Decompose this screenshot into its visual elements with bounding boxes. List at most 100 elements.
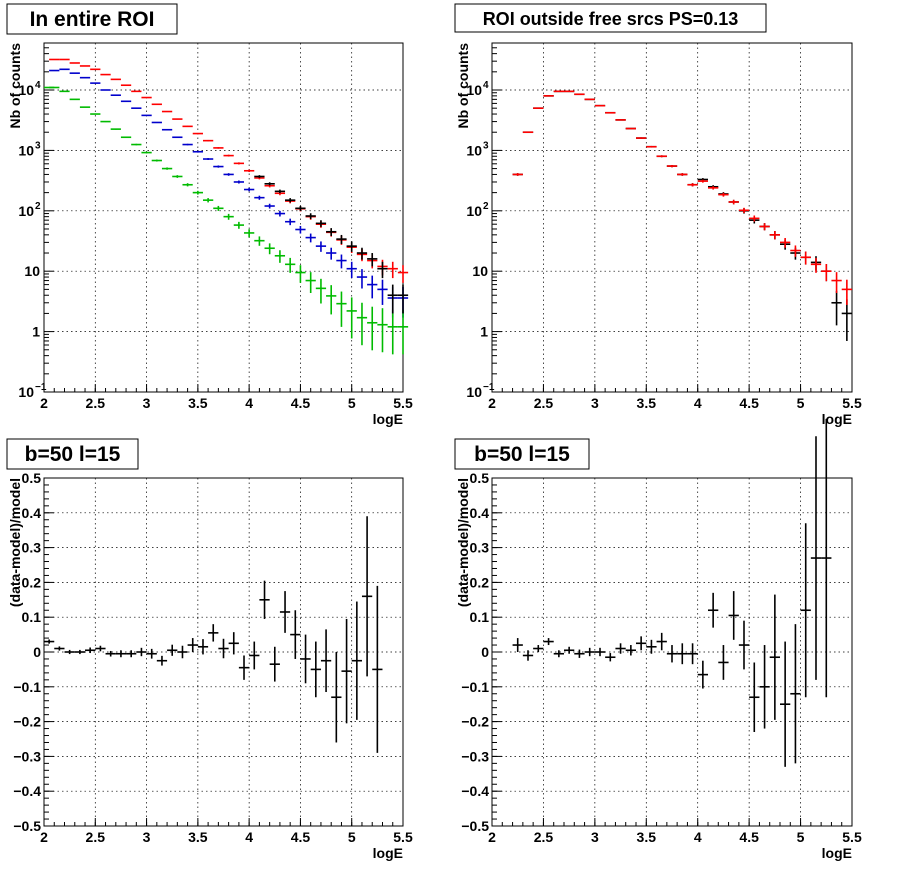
data-point: [326, 247, 337, 260]
data-point: [543, 95, 554, 97]
data-point: [161, 167, 173, 170]
data-point: [728, 591, 739, 640]
data-point: [305, 233, 316, 243]
chart-title: b=50 l=15: [25, 443, 121, 466]
y-axis-title: Nb of counts: [7, 43, 23, 129]
y-tick-label: −0.1: [461, 679, 489, 695]
series-blue: [49, 68, 409, 318]
y-tick-label: 10: [18, 203, 34, 219]
x-tick-label: 4: [245, 829, 253, 845]
data-point: [146, 648, 157, 659]
data-point: [346, 241, 357, 252]
chart-panel-3: 2 2.5 3 3.5 4 4.5 5 5.5 −0.5 −0.4 −0.3 −0.2 −0.1 0 0.1…: [6, 438, 413, 861]
data-point: [177, 645, 188, 659]
x-axis-title: logE: [822, 411, 852, 427]
data-point: [397, 309, 409, 355]
data-point: [522, 650, 534, 661]
data-point: [687, 643, 698, 665]
data-point: [790, 245, 801, 257]
data-point: [336, 254, 347, 269]
data-point: [274, 210, 286, 217]
chart-title: b=50 l=15: [474, 443, 570, 466]
data-point: [244, 187, 255, 192]
x-tick-label: 4: [694, 395, 702, 411]
data-point: [356, 247, 368, 260]
data-point: [387, 261, 398, 279]
data-point: [800, 251, 811, 265]
data-point: [564, 646, 575, 654]
data-point: [397, 265, 409, 283]
y-tick-label: 0.2: [470, 574, 490, 590]
y-tick-label: 0.5: [470, 470, 490, 486]
data-point: [254, 236, 265, 246]
data-point: [687, 183, 698, 187]
x-tick-label: 5.5: [393, 829, 413, 845]
data-point: [192, 190, 203, 195]
data-point: [202, 158, 214, 161]
series-black: [254, 175, 409, 314]
data-point: [336, 234, 347, 245]
series-red: [512, 90, 852, 305]
x-axis-title: logE: [373, 845, 403, 861]
y-tick-label: 10: [18, 82, 34, 98]
x-tick-label: 5.5: [842, 395, 862, 411]
data-point: [605, 111, 616, 114]
chart-title: ROI outside free srcs PS=0.13: [483, 9, 739, 29]
data-point: [172, 136, 183, 139]
chart-title-box: In entire ROI: [6, 3, 178, 35]
data-point: [100, 89, 111, 91]
data-point: [274, 189, 286, 194]
series-green: [44, 86, 409, 355]
data-point: [59, 90, 70, 93]
data-point: [192, 132, 203, 135]
x-tick-label: 2.5: [86, 829, 106, 845]
data-point: [79, 106, 91, 108]
data-point: [295, 205, 306, 211]
data-point: [264, 203, 275, 209]
x-tick-label: 5.5: [842, 829, 862, 845]
chart-title-box: ROI outside free srcs PS=0.13: [454, 3, 767, 33]
data-point: [387, 284, 398, 314]
data-point: [574, 649, 585, 658]
x-tick-label: 3: [591, 829, 599, 845]
y-tick-label: 0.4: [470, 505, 490, 521]
data-point: [738, 207, 750, 214]
data-point: [172, 118, 183, 120]
data-point: [254, 195, 265, 200]
x-tick-label: 2.5: [86, 395, 106, 411]
data-point: [810, 436, 822, 680]
x-tick-label: 3: [591, 395, 599, 411]
data-point: [64, 649, 75, 655]
data-point: [187, 638, 198, 652]
data-point: [320, 629, 332, 693]
data-point: [182, 143, 193, 146]
x-tick-label: 2: [40, 395, 48, 411]
x-tick-label: 5: [797, 395, 805, 411]
data-point: [233, 162, 245, 165]
data-point: [718, 192, 729, 197]
data-point: [377, 308, 388, 353]
data-point: [213, 147, 224, 149]
data-point: [197, 639, 209, 655]
data-point: [295, 226, 306, 234]
data-point: [172, 175, 183, 178]
y-axis-title: Nb of counts: [455, 43, 471, 129]
data-point: [290, 610, 301, 659]
data-point: [69, 98, 80, 101]
y-tick-label: 10: [466, 203, 482, 219]
data-point: [285, 218, 296, 226]
data-point: [74, 649, 86, 655]
data-point: [141, 96, 152, 99]
y-tick-label: −0.2: [461, 714, 489, 730]
data-point: [182, 183, 193, 187]
chart-title: In entire ROI: [30, 8, 155, 31]
data-point: [233, 221, 245, 229]
data-point: [646, 639, 657, 654]
data-point: [356, 269, 368, 289]
data-point: [367, 306, 378, 351]
data-point: [387, 309, 398, 355]
data-point: [100, 120, 111, 123]
data-point: [285, 257, 296, 273]
y-tick-label: 10: [466, 82, 482, 98]
data-point: [800, 523, 811, 698]
